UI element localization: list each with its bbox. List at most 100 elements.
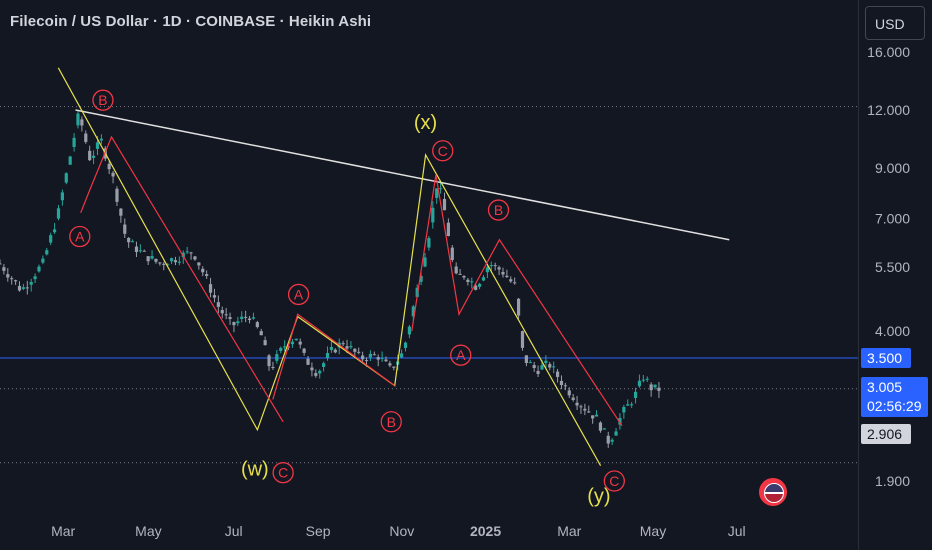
candle-body — [64, 173, 68, 183]
candle-body — [528, 362, 532, 364]
candle-body — [119, 208, 123, 216]
wave-label-circle — [603, 470, 625, 492]
wave-label-red: A — [294, 286, 304, 302]
candle-body — [653, 384, 657, 388]
candle-body — [552, 366, 556, 368]
candle-body — [442, 198, 447, 211]
candle-body — [56, 208, 61, 219]
candle-body — [259, 331, 263, 336]
yellow-wave-line — [57, 67, 602, 466]
price-tick-label: 16.000 — [867, 44, 910, 60]
candle-body — [80, 119, 84, 126]
candle-body — [298, 341, 302, 345]
candle-body — [290, 341, 295, 345]
candle-body — [559, 380, 564, 386]
candle-body — [357, 351, 361, 353]
candle-body — [247, 318, 252, 321]
resistance-trendline — [75, 109, 730, 241]
candle-body — [68, 156, 72, 165]
candle-body — [95, 142, 100, 149]
candle-body — [364, 360, 369, 362]
candle-body — [45, 250, 49, 255]
candle-body — [216, 302, 220, 307]
time-tick-label: May — [135, 523, 161, 539]
candle-body — [49, 235, 53, 243]
candle-body — [255, 322, 259, 328]
candle-body — [435, 188, 439, 198]
candle-body — [622, 407, 626, 413]
last-price-value: 3.005 — [867, 379, 903, 395]
candle-body — [438, 188, 443, 190]
candle-body — [0, 263, 2, 265]
wave-drawings[interactable] — [57, 67, 623, 466]
wave-label-circle — [69, 225, 91, 248]
candle-body — [509, 279, 513, 282]
reference-price-tag: 2.906 — [861, 424, 911, 444]
time-tick-label: Mar — [51, 523, 75, 539]
currency-button[interactable]: USD — [865, 6, 925, 40]
last-price-tag: 3.005 02:56:29 — [861, 377, 928, 417]
candle-body — [279, 347, 283, 351]
price-tick-label: 5.500 — [875, 259, 910, 275]
candle-body — [485, 267, 489, 273]
candle-body — [563, 385, 567, 387]
candle-body — [513, 282, 517, 284]
candle-body — [594, 414, 599, 417]
candle-body — [540, 365, 544, 370]
candle-body — [197, 262, 201, 266]
candle-body — [13, 280, 18, 282]
candle-body — [571, 397, 575, 400]
candle-body — [302, 348, 306, 353]
candle-body — [134, 246, 139, 253]
candle-body — [166, 264, 170, 266]
candle-body — [481, 277, 486, 281]
candle-body — [193, 256, 197, 260]
horizontal-lines — [0, 106, 858, 464]
candle-body — [25, 287, 29, 289]
candle-body — [361, 355, 365, 360]
price-tick-label: 7.000 — [875, 210, 910, 226]
candle-body — [368, 353, 373, 358]
price-tick-label: 9.000 — [875, 160, 910, 176]
candle-body — [555, 371, 560, 377]
wave-label-yellow: (w) — [241, 459, 269, 481]
candle-body — [548, 364, 552, 368]
candle-body — [271, 366, 275, 368]
candle-body — [224, 314, 228, 316]
price-axis[interactable]: 16.000 12.000 9.000 7.000 5.500 4.000 1.900 — [867, 44, 910, 489]
time-axis[interactable]: Mar May Jul Sep Nov 2025 Mar May Jul — [51, 523, 746, 539]
candle-body — [380, 357, 384, 359]
candle-body — [158, 262, 162, 264]
candle-body — [544, 360, 548, 363]
candle-body — [466, 279, 470, 283]
candle-body — [232, 322, 236, 326]
candle-body — [423, 257, 427, 267]
wave-label-red: B — [98, 92, 107, 108]
candle-body — [251, 317, 256, 319]
candle-body — [60, 192, 64, 201]
candle-body — [349, 346, 353, 348]
candle-body — [431, 207, 435, 223]
price-tick-label: 4.000 — [875, 323, 910, 339]
candle-body — [641, 379, 645, 381]
wave-label-circle — [287, 283, 310, 306]
trendline[interactable] — [75, 109, 730, 241]
time-tick-label: May — [640, 523, 666, 539]
horizontal-line-price-tag: 3.500 — [861, 348, 911, 368]
candle-body — [493, 265, 497, 267]
us-flag-icon[interactable] — [759, 478, 787, 506]
candle-body — [162, 263, 166, 265]
candle-body — [649, 384, 653, 391]
candle-body — [403, 342, 408, 348]
candle-body — [446, 222, 450, 237]
candle-body — [329, 346, 334, 350]
candle-body — [306, 358, 310, 365]
time-tick-label: Mar — [557, 523, 581, 539]
candle-body — [587, 411, 591, 413]
candle-body — [212, 295, 217, 298]
candle-body — [29, 281, 33, 285]
candle-body — [345, 346, 349, 349]
wave-label-circle — [487, 199, 510, 221]
